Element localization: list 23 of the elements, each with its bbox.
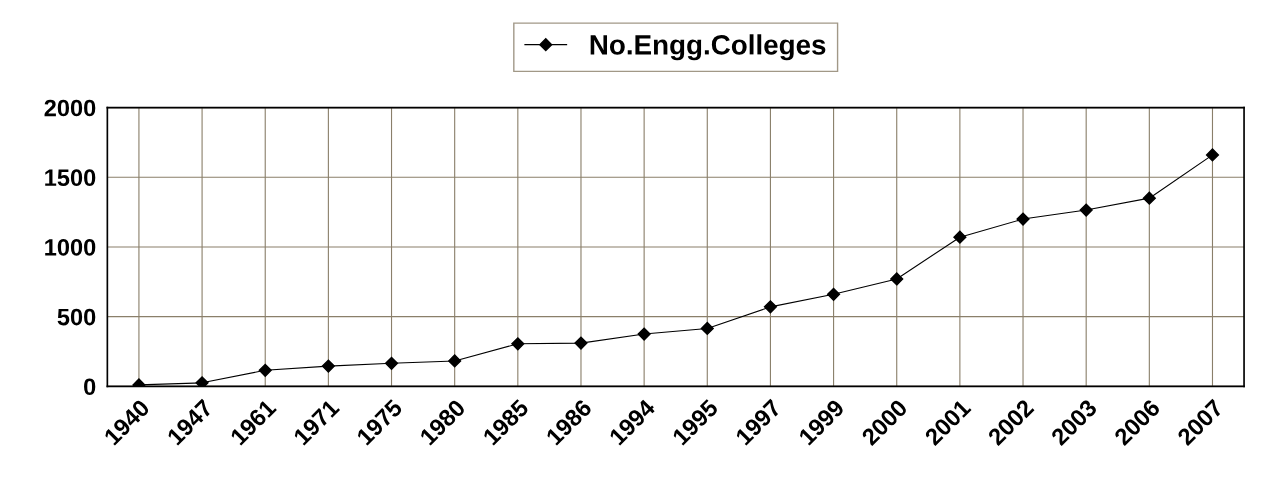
point — [574, 336, 588, 350]
y-tick-label: 500 — [57, 308, 96, 326]
point — [258, 363, 272, 377]
point — [637, 327, 651, 341]
point — [1142, 191, 1156, 205]
point — [448, 354, 462, 368]
y-tick-label: 2000 — [44, 99, 96, 117]
point — [1016, 212, 1030, 226]
point — [1079, 203, 1093, 217]
point — [1205, 148, 1220, 162]
point — [195, 376, 209, 387]
point — [321, 359, 335, 373]
point — [384, 356, 399, 370]
point — [890, 272, 904, 286]
y-tick-label: 0 — [84, 378, 96, 396]
point — [763, 300, 778, 314]
point — [511, 337, 525, 351]
point — [953, 230, 967, 244]
y-tick-label: 1000 — [45, 239, 96, 256]
y-tick-label: 1500 — [45, 169, 96, 187]
point — [700, 321, 714, 336]
legend-label: No.Engg.Colleges — [590, 34, 826, 61]
point — [826, 287, 841, 301]
